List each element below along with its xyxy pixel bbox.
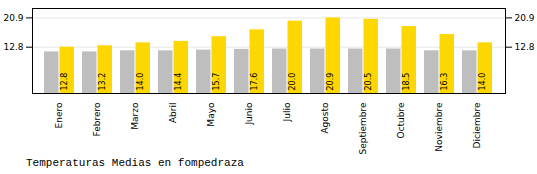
svg-text:Agosto: Agosto xyxy=(320,102,330,134)
svg-text:13.2: 13.2 xyxy=(98,73,107,91)
svg-text:12.8: 12.8 xyxy=(515,42,535,52)
svg-text:Diciembre: Diciembre xyxy=(472,102,482,148)
svg-text:Septiembre: Septiembre xyxy=(358,102,368,155)
svg-text:14.0: 14.0 xyxy=(136,73,145,91)
svg-text:Marzo: Marzo xyxy=(130,102,140,130)
svg-text:16.3: 16.3 xyxy=(440,73,449,91)
svg-text:Abril: Abril xyxy=(168,103,178,124)
svg-text:12.8: 12.8 xyxy=(60,73,69,91)
svg-text:20.9: 20.9 xyxy=(3,13,23,23)
svg-text:Mayo: Mayo xyxy=(206,102,216,127)
html-text:Temperaturas Medias en fompedr: Temperaturas Medias en fompedraza xyxy=(26,157,244,169)
svg-text:15.7: 15.7 xyxy=(212,73,221,91)
svg-text:Octubre: Octubre xyxy=(396,102,406,138)
svg-text:Enero: Enero xyxy=(54,102,64,128)
svg-text:20.9: 20.9 xyxy=(515,13,535,23)
svg-text:Febrero: Febrero xyxy=(92,102,102,136)
svg-text:20.9: 20.9 xyxy=(326,73,335,91)
svg-text:Julio: Julio xyxy=(282,102,292,122)
svg-text:Junio: Junio xyxy=(244,102,254,126)
svg-text:20.5: 20.5 xyxy=(364,73,373,91)
svg-text:17.6: 17.6 xyxy=(250,73,259,91)
svg-text:Noviembre: Noviembre xyxy=(434,102,444,152)
svg-text:14.4: 14.4 xyxy=(174,73,183,91)
svg-text:20.0: 20.0 xyxy=(288,73,297,91)
svg-text:14.0: 14.0 xyxy=(478,73,487,91)
svg-text:12.8: 12.8 xyxy=(3,42,23,52)
svg-text:18.5: 18.5 xyxy=(402,73,411,91)
